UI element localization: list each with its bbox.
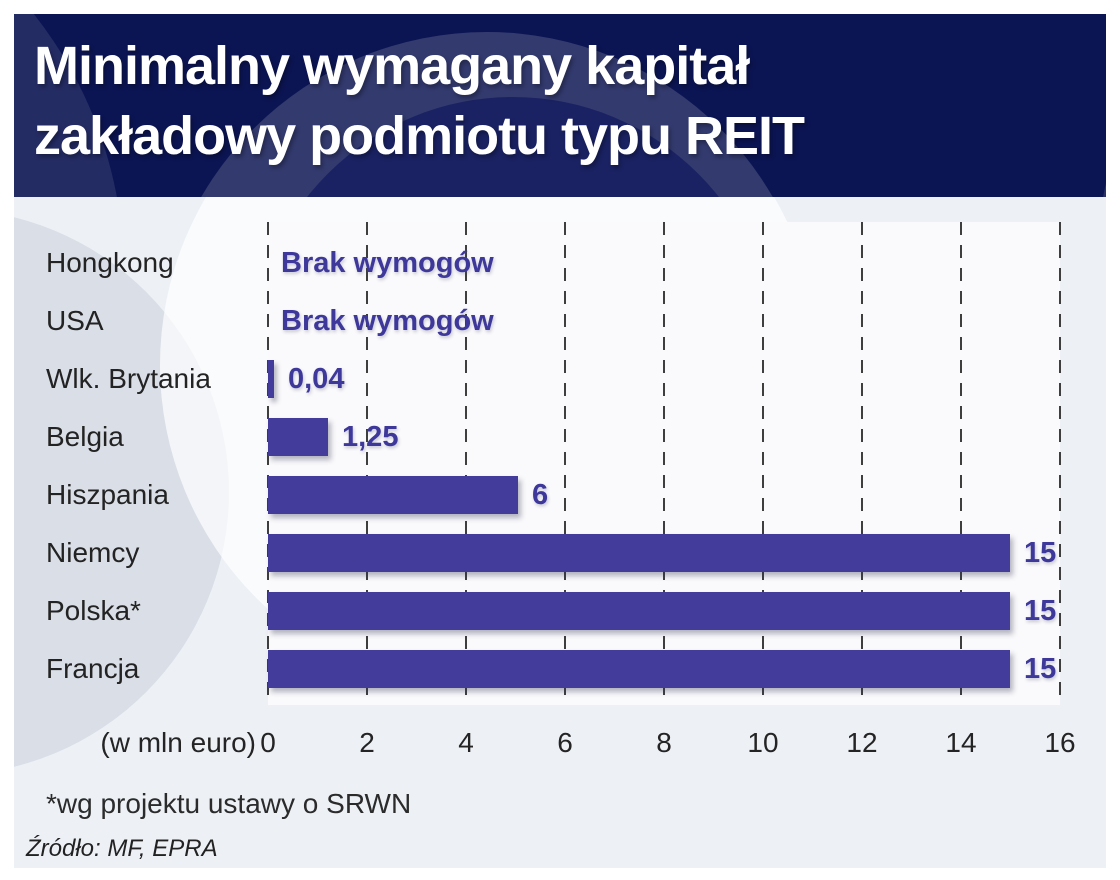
x-tick-label: 2 (359, 727, 375, 758)
chart-title: Minimalny wymagany kapitał zakładowy pod… (14, 14, 1106, 171)
value-label: 0,04 (288, 363, 345, 395)
value-bar (268, 534, 1010, 572)
category-label: Wlk. Brytania (46, 363, 211, 394)
x-tick-label: 14 (945, 727, 977, 758)
chart-title-line-1: Minimalny wymagany kapitał (34, 36, 750, 96)
x-tick-label: 16 (1044, 727, 1076, 758)
infographic-card: Minimalny wymagany kapitał zakładowy pod… (14, 14, 1106, 868)
value-label: Brak wymogów (281, 305, 494, 337)
gridline (960, 222, 962, 705)
value-label: 1,25 (342, 421, 399, 453)
value-label: 15 (1024, 595, 1057, 627)
category-label: Hiszpania (46, 479, 169, 510)
plot-area: Brak wymogów Brak wymogów 0,04 1,25 6 15 15 15 (267, 222, 1061, 705)
category-label: Hongkong (46, 247, 174, 278)
value-label: Brak wymogów (281, 247, 494, 279)
x-tick-label: 10 (747, 727, 779, 758)
gridline (366, 222, 368, 705)
gridline (762, 222, 764, 705)
category-label: Polska* (46, 595, 141, 626)
gridline (861, 222, 863, 705)
header-banner: Minimalny wymagany kapitał zakładowy pod… (14, 14, 1106, 197)
value-bar (268, 418, 328, 456)
value-bar (268, 360, 274, 398)
gridline (1059, 222, 1061, 705)
value-label: 15 (1024, 653, 1057, 685)
x-tick-label: 4 (458, 727, 474, 758)
x-tick-label: 8 (656, 727, 672, 758)
x-tick-label: 0 (260, 727, 276, 758)
gridline (465, 222, 467, 705)
value-label: 15 (1024, 537, 1057, 569)
gridline (564, 222, 566, 705)
category-label: Francja (46, 653, 140, 684)
chart-area: Brak wymogów Brak wymogów 0,04 1,25 6 15 15 15 … (14, 197, 1106, 868)
gridline (267, 222, 269, 705)
category-label: Niemcy (46, 537, 140, 568)
x-tick-label: 6 (557, 727, 573, 758)
chart-title-line-2: zakładowy podmiotu typu REIT (34, 106, 805, 166)
gridline (663, 222, 665, 705)
value-bar (268, 476, 518, 514)
value-label: 6 (532, 479, 549, 511)
category-label: USA (46, 305, 104, 336)
axis-unit-label: (w mln euro) (100, 727, 256, 758)
category-label: Belgia (46, 421, 124, 452)
value-bar (268, 592, 1010, 630)
footnote-text: *wg projektu ustawy o SRWN (46, 788, 412, 819)
x-tick-label: 12 (846, 727, 878, 758)
value-bar (268, 650, 1010, 688)
source-text: Źródło: MF, EPRA (26, 835, 218, 862)
